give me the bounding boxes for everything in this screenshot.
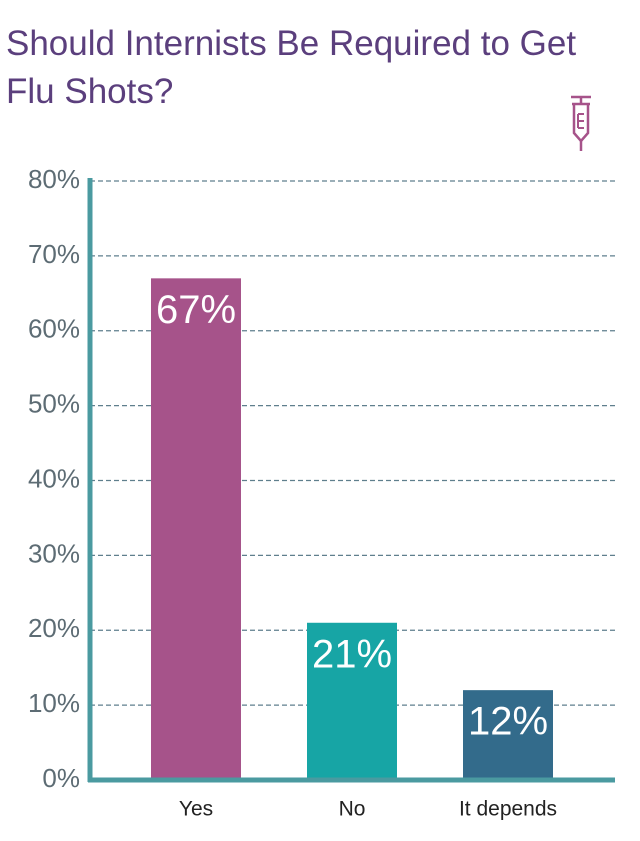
x-tick-label: It depends bbox=[459, 798, 557, 821]
chart-title: Should Internists Be Required to Get Flu… bbox=[6, 24, 577, 111]
value-label: 12% bbox=[468, 700, 548, 744]
y-tick-label: 0% bbox=[42, 763, 80, 793]
syringe-icon bbox=[571, 95, 591, 151]
y-tick-label: 50% bbox=[28, 389, 80, 419]
y-tick-label: 40% bbox=[28, 463, 80, 493]
bar bbox=[151, 278, 241, 780]
bar bbox=[463, 690, 553, 780]
x-tick-label: Yes bbox=[179, 798, 213, 821]
y-tick-label: 10% bbox=[28, 688, 80, 718]
y-tick-label: 70% bbox=[28, 239, 80, 269]
y-tick-label: 80% bbox=[28, 164, 80, 194]
bar bbox=[307, 622, 397, 780]
x-tick-label: No bbox=[339, 798, 366, 821]
y-tick-label: 20% bbox=[28, 613, 80, 643]
value-label: 21% bbox=[312, 632, 392, 676]
y-tick-label: 30% bbox=[28, 538, 80, 568]
y-tick-label: 60% bbox=[28, 314, 80, 344]
value-label: 67% bbox=[156, 288, 236, 332]
